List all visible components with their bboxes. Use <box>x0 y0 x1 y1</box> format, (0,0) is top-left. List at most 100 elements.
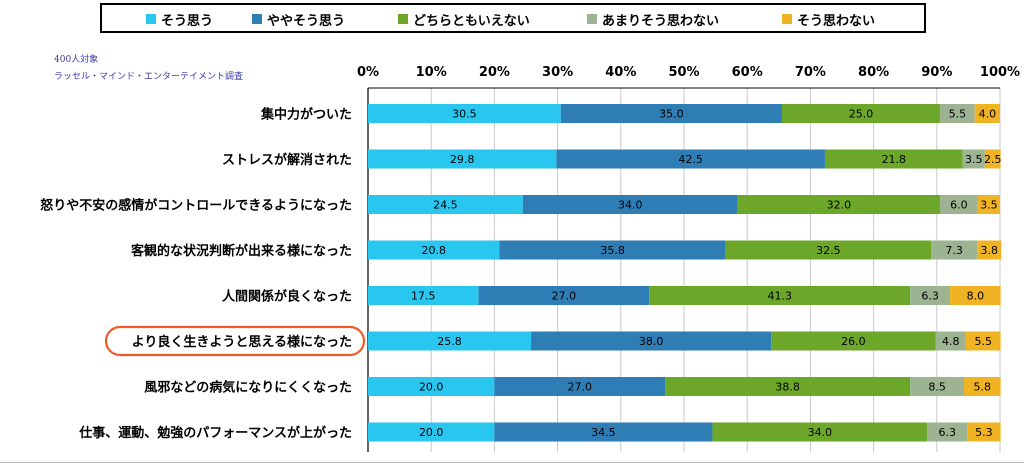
legend-swatch <box>252 14 262 24</box>
bar-segment <box>931 240 978 260</box>
bar-segment <box>368 377 495 396</box>
bar-segment <box>963 377 1001 396</box>
data-label: 5.3 <box>975 426 993 439</box>
data-label: 21.8 <box>882 153 907 166</box>
category-label: ストレスが解消された <box>222 152 352 168</box>
data-label: 20.0 <box>419 426 444 439</box>
data-label: 5.5 <box>975 335 993 348</box>
legend-label: どちらともいえない <box>413 13 530 29</box>
data-label: 6.3 <box>938 426 956 439</box>
data-label: 6.0 <box>950 199 968 212</box>
data-label: 38.0 <box>639 335 664 348</box>
bar-segment <box>368 331 532 351</box>
x-tick-label: 20% <box>479 65 510 80</box>
legend-item-strongly-agree: そう思う <box>146 10 214 29</box>
bar-segment <box>368 422 495 442</box>
data-label: 2.5 <box>984 153 1002 166</box>
data-label: 7.3 <box>945 244 963 257</box>
bar-segment <box>368 286 479 305</box>
bar-segment <box>935 331 966 351</box>
bar-segment <box>984 149 1001 169</box>
data-label: 30.5 <box>452 108 477 121</box>
x-tick-label: 0% <box>357 65 379 80</box>
bar-segment <box>494 422 713 442</box>
x-tick-label: 60% <box>732 65 763 80</box>
category-label: 人間関係が良くなった <box>222 289 352 305</box>
bar-segment <box>522 195 738 214</box>
legend-swatch <box>587 14 597 24</box>
x-tick-label: 50% <box>668 65 699 80</box>
chart-legend: そう思う ややそう思う どちらともいえない あまりそう思わない そう思わない <box>100 3 926 33</box>
bar-segment <box>781 104 940 123</box>
data-label: 26.0 <box>841 335 866 348</box>
legend-label: そう思う <box>161 13 214 29</box>
data-label: 3.8 <box>981 244 999 257</box>
data-label: 3.5 <box>965 153 983 166</box>
x-tick-label: 90% <box>921 65 952 80</box>
data-label: 25.8 <box>437 335 462 348</box>
legend-item-somewhat-disagree: あまりそう思わない <box>587 10 719 29</box>
data-label: 38.8 <box>775 381 800 394</box>
bar-segment <box>939 195 978 214</box>
category-label: より良く生きようと思える様になった <box>132 334 352 350</box>
category-label: 仕事、運動、勉強のパフォーマンスが上がった <box>78 425 352 441</box>
x-tick-label: 70% <box>795 65 826 80</box>
data-label: 8.5 <box>928 381 946 394</box>
legend-item-somewhat-agree: ややそう思う <box>252 10 346 29</box>
bar-segment <box>927 422 968 442</box>
bar-segment <box>560 104 782 123</box>
bar-segment <box>737 195 940 214</box>
x-tick-label: 80% <box>858 65 889 80</box>
bar-segment <box>556 149 825 169</box>
bar-segment <box>910 377 964 396</box>
bar-segment <box>950 286 1001 305</box>
bar-segment <box>665 377 911 396</box>
data-label: 41.3 <box>767 290 792 303</box>
x-tick-label: 10% <box>416 65 447 80</box>
data-label: 29.8 <box>450 153 475 166</box>
category-label: 集中力がついた <box>260 107 352 123</box>
x-tick-label: 40% <box>605 65 636 80</box>
data-label: 5.8 <box>974 381 992 394</box>
data-label: 34.0 <box>808 426 833 439</box>
bar-segment <box>974 104 1000 123</box>
x-tick-label: 30% <box>542 65 573 80</box>
data-label: 25.0 <box>849 108 874 121</box>
bar-segment <box>824 149 963 169</box>
legend-swatch <box>398 14 408 24</box>
bar-segment <box>712 422 928 442</box>
data-label: 27.0 <box>552 290 577 303</box>
bar-segment <box>499 240 726 260</box>
legend-swatch <box>782 14 792 24</box>
sample-size-note: 400人対象 <box>54 55 99 65</box>
data-label: 34.5 <box>591 426 616 439</box>
category-label: 風邪などの病気になりにくくなった <box>144 380 352 396</box>
legend-label: そう思わない <box>797 13 876 29</box>
bottom-divider <box>0 462 1024 463</box>
x-tick-label: 100% <box>980 65 1020 80</box>
bar-segment <box>368 195 523 214</box>
bar-segment <box>649 286 911 305</box>
data-label: 34.0 <box>618 199 643 212</box>
bar-segment <box>368 149 557 169</box>
data-label: 5.5 <box>949 108 967 121</box>
legend-swatch <box>146 14 156 24</box>
survey-source-note: ラッセル・マインド・エンターテイメント調査 <box>54 72 244 82</box>
category-label: 客観的な状況判断が出来る様になった <box>131 243 352 259</box>
bar-segment <box>910 286 951 305</box>
bar-segment <box>368 104 561 123</box>
bar-segment <box>478 286 650 305</box>
bar-segment <box>771 331 936 351</box>
bar-segment <box>965 331 1001 351</box>
legend-item-disagree: そう思わない <box>782 10 876 29</box>
data-label: 42.5 <box>678 153 703 166</box>
bar-segment <box>939 104 975 123</box>
legend-label: ややそう思う <box>267 13 346 29</box>
data-label: 3.5 <box>980 199 998 212</box>
category-label: 怒りや不安の感情がコントロールできるようになった <box>40 198 352 214</box>
data-label: 32.5 <box>816 244 841 257</box>
data-label: 4.0 <box>979 108 997 121</box>
data-label: 17.5 <box>411 290 436 303</box>
data-label: 20.8 <box>421 244 446 257</box>
